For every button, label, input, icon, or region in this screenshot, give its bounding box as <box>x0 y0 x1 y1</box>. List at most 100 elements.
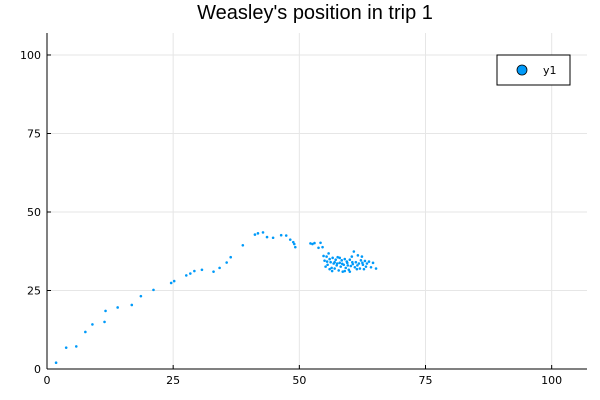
scatter-point <box>340 259 344 262</box>
scatter-point <box>169 281 173 285</box>
scatter-point <box>356 254 360 257</box>
scatter-point <box>333 260 336 264</box>
y-tick-label: 100 <box>20 49 41 62</box>
scatter-point <box>241 243 245 247</box>
scatter-point <box>358 267 362 270</box>
scatter-point <box>253 233 257 236</box>
scatter-point <box>152 288 155 292</box>
scatter-point <box>348 270 352 273</box>
scatter-point <box>84 330 87 334</box>
scatter-point <box>116 306 119 309</box>
scatter-point <box>279 233 283 237</box>
scatter-point <box>361 261 364 265</box>
scatter-point <box>331 256 334 260</box>
scatter-point <box>189 272 192 275</box>
scatter-point <box>323 259 326 262</box>
scatter-point <box>341 270 345 273</box>
scatter-point <box>64 346 68 349</box>
scatter-point <box>362 267 366 271</box>
axes <box>46 33 587 370</box>
scatter-point <box>261 231 265 234</box>
scatter-point <box>218 266 221 270</box>
scatter-point <box>352 250 356 253</box>
scatter-point <box>130 303 134 307</box>
scatter-point <box>365 262 369 265</box>
y-axis-ticks: 0 25 50 75 100 <box>20 49 51 376</box>
scatter-point <box>319 241 322 245</box>
scatter-point <box>359 259 363 262</box>
scatter-point <box>328 257 331 261</box>
scatter-point <box>309 242 312 245</box>
scatter-point <box>284 234 288 237</box>
scatter-point <box>351 260 354 264</box>
scatter-point <box>345 261 349 265</box>
scatter-point <box>334 258 337 262</box>
scatter-point <box>356 264 359 267</box>
legend-box <box>496 54 571 86</box>
scatter-point <box>74 345 78 348</box>
scatter-point <box>229 255 233 259</box>
scatter-point <box>338 256 342 260</box>
scatter-point <box>357 262 361 265</box>
scatter-point <box>353 265 357 269</box>
x-tick-label: 0 <box>44 374 51 387</box>
scatter-point <box>293 245 297 249</box>
legend-marker <box>516 64 528 76</box>
scatter-point <box>212 270 215 273</box>
x-tick-label: 25 <box>166 374 180 387</box>
y-tick-label: 0 <box>34 363 41 376</box>
scatter-point <box>350 255 354 258</box>
scatter-point <box>371 261 375 265</box>
y-tick-label: 50 <box>27 206 41 219</box>
chart-title: Weasley's position in trip 1 <box>197 2 433 24</box>
scatter-point <box>311 242 314 246</box>
scatter-point <box>343 269 347 273</box>
scatter-point <box>338 261 342 265</box>
scatter-points <box>54 231 378 365</box>
scatter-point <box>325 260 329 263</box>
scatter-point <box>335 262 339 265</box>
scatter-point <box>374 267 378 270</box>
scatter-point <box>103 320 106 324</box>
scatter-point <box>139 294 143 298</box>
x-axis-ticks: 0 25 50 75 100 <box>44 365 562 387</box>
legend: y1 <box>496 54 571 86</box>
scatter-point <box>349 264 353 268</box>
scatter-point <box>91 323 94 326</box>
legend-label: y1 <box>543 64 557 77</box>
scatter-point <box>364 265 368 268</box>
scatter-point <box>200 268 204 272</box>
scatter-point <box>330 269 334 273</box>
scatter-point <box>360 255 364 258</box>
scatter-point <box>343 257 347 261</box>
scatter-point <box>369 265 373 269</box>
scatter-point <box>256 232 260 235</box>
scatter-point <box>292 242 296 246</box>
scatter-point <box>346 264 350 267</box>
scatter-point <box>104 309 107 313</box>
scatter-point <box>172 279 176 283</box>
scatter-point <box>322 254 325 258</box>
scatter-point <box>326 263 329 267</box>
scatter-point <box>313 241 316 245</box>
y-tick-label: 25 <box>27 284 41 297</box>
scatter-point <box>367 260 371 263</box>
scatter-point <box>339 265 343 268</box>
scatter-point <box>54 361 58 365</box>
scatter-point <box>329 260 332 264</box>
scatter-point <box>184 274 188 277</box>
scatter-point <box>327 252 330 255</box>
scatter-point <box>317 246 320 250</box>
scatter-point <box>328 267 331 271</box>
scatter-point <box>336 255 339 259</box>
x-tick-label: 75 <box>419 374 433 387</box>
scatter-point <box>354 260 358 264</box>
scatter-point <box>271 236 275 240</box>
scatter-point <box>355 267 359 271</box>
scatter-point <box>348 258 352 262</box>
scatter-point <box>340 262 344 266</box>
scatter-point <box>325 255 328 258</box>
x-tick-label: 100 <box>541 374 562 387</box>
scatter-point <box>288 238 292 241</box>
